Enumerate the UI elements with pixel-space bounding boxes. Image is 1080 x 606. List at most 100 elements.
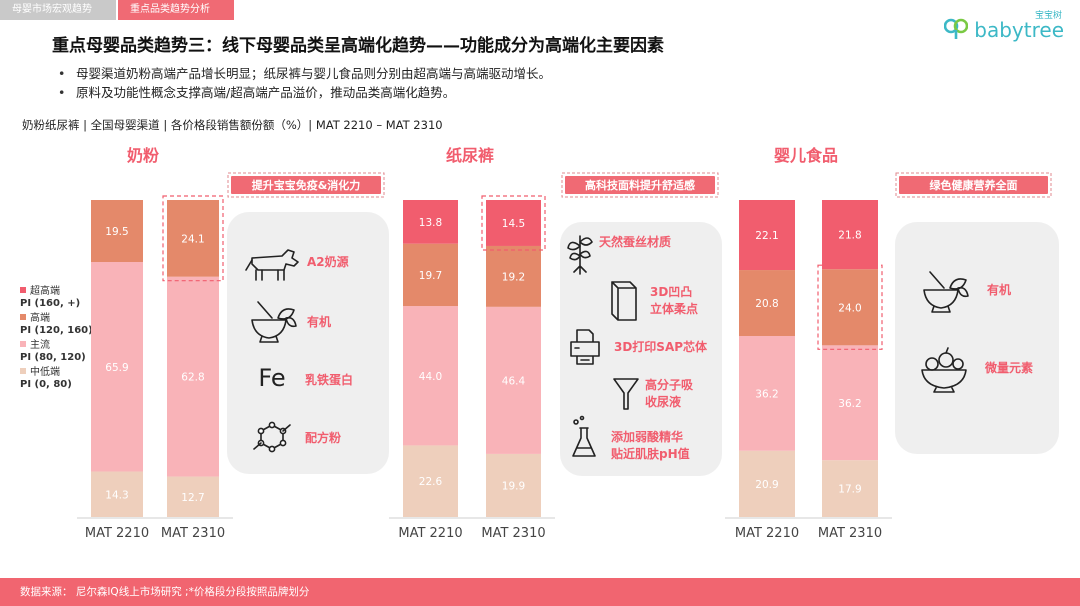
legend-pi: PI (160, +) <box>20 298 80 309</box>
highlight-box <box>162 195 224 282</box>
feature-label: 3D凹凸 <box>650 285 692 299</box>
feature-label: 有机 <box>307 314 331 329</box>
data-label: 46.4 <box>502 375 526 387</box>
category-label: MAT 2210 <box>398 526 462 541</box>
legend-swatch <box>20 287 26 293</box>
cube-icon <box>611 281 637 321</box>
bar-segment <box>822 269 878 346</box>
category-label: MAT 2210 <box>735 526 799 541</box>
category-label: MAT 2210 <box>85 526 149 541</box>
legend-label: 中低端 <box>30 365 60 378</box>
data-label: 65.9 <box>105 362 128 374</box>
data-label: 21.8 <box>838 230 861 242</box>
data-label: 13.8 <box>419 217 442 229</box>
feature-label: 添加弱酸精华 <box>611 429 683 444</box>
bar-segment <box>403 243 458 307</box>
feature-label: 天然蚕丝材质 <box>599 234 671 249</box>
flask-icon <box>572 415 596 457</box>
bar-segment <box>822 200 878 270</box>
data-label: 44.0 <box>419 371 442 383</box>
fruit-bowl-icon <box>921 347 967 393</box>
data-label: 19.2 <box>502 271 525 283</box>
bar-segment <box>91 200 143 263</box>
data-label: 24.1 <box>181 233 204 245</box>
bar-segment <box>486 306 541 454</box>
data-label: 22.6 <box>419 476 443 488</box>
data-label: 14.3 <box>105 489 128 501</box>
chart-title: 奶粉 <box>127 146 159 165</box>
data-label: 24.0 <box>838 302 861 314</box>
feature-label: 3D打印SAP芯体 <box>614 339 708 354</box>
chart-group: 纸尿裤 22.6 44.0 19.7 13.8 MAT 2210 19.9 46.4 19.2 1… <box>389 146 722 541</box>
bar-segment <box>91 471 143 517</box>
data-label: 62.8 <box>181 372 204 384</box>
data-label: 14.5 <box>502 218 525 230</box>
feature-panel <box>895 222 1059 454</box>
bullet-item: 母婴渠道奶粉高端产品增长明显；纸尿裤与婴儿食品则分别由超高端与高端驱动增长。 <box>58 64 551 83</box>
bullet-item: 原料及功能性概念支撑高端/超高端产品溢价，推动品类高端化趋势。 <box>58 83 551 102</box>
legend-swatch <box>20 341 26 347</box>
logo-en-text: babytree <box>974 18 1064 42</box>
data-label: 19.7 <box>419 270 442 282</box>
plant-icon <box>567 235 593 275</box>
legend-label: 超高端 <box>30 284 60 297</box>
tag-fill <box>565 176 715 194</box>
mortar-icon <box>251 301 297 343</box>
feature-label: 高分子吸 <box>645 377 694 392</box>
footer-source: 数据来源： 尼尔森IQ线上市场研究 ;*价格段分段按照品牌划分 <box>0 578 1080 606</box>
feature-label: A2奶源 <box>307 254 349 269</box>
bullet-list: 母婴渠道奶粉高端产品增长明显；纸尿裤与婴儿食品则分别由超高端与高端驱动增长。 原… <box>58 64 551 102</box>
tag-label: 高科技面料提升舒适感 <box>585 178 695 192</box>
data-label: 22.1 <box>755 230 778 242</box>
bar-segment <box>739 270 795 336</box>
data-label: 19.5 <box>105 226 128 238</box>
feature-label: 贴近肌肤pH值 <box>611 446 690 461</box>
chart-group: 婴儿食品 20.9 36.2 20.8 22.1 MAT 2210 17.9 36.2 24.0… <box>725 146 1059 541</box>
legend-swatch <box>20 314 26 320</box>
highlight-box <box>481 195 546 251</box>
feature-panel <box>560 222 722 476</box>
data-label: 20.9 <box>755 479 778 491</box>
feature-label: 有机 <box>987 282 1011 297</box>
bar-segment <box>486 453 541 517</box>
funnel-icon <box>613 378 639 410</box>
fe-symbol: Fe <box>258 364 285 392</box>
bar-segment <box>739 335 795 451</box>
legend-pi: PI (0, 80) <box>20 379 72 390</box>
feature-label: 配方粉 <box>305 430 341 445</box>
feature-label: 立体柔点 <box>650 301 698 316</box>
legend-label: 高端 <box>30 311 50 324</box>
bar-segment <box>167 200 219 277</box>
chart-title: 婴儿食品 <box>774 146 838 165</box>
babytree-logo: 宝宝树 babytree <box>944 8 1072 42</box>
chart-group: 奶粉 14.3 65.9 19.5 MAT 2210 12.7 62.8 24.1 MAT 23… <box>77 146 389 541</box>
top-tabs: 母婴市场宏观趋势 重点品类趋势分析 <box>0 0 234 20</box>
legend-pi: PI (80, 120) <box>20 352 86 363</box>
category-label: MAT 2310 <box>161 526 225 541</box>
data-label: 12.7 <box>181 492 204 504</box>
logo-cn-text: 宝宝树 <box>1034 11 1062 21</box>
bar-segment <box>822 345 878 461</box>
bar-segment <box>739 450 795 517</box>
printer-icon <box>570 329 600 365</box>
data-label: 20.8 <box>755 298 778 310</box>
bar-segment <box>739 200 795 271</box>
tag-fill <box>899 176 1048 194</box>
legend-label: 主流 <box>30 338 50 351</box>
data-label: 19.9 <box>502 480 525 492</box>
cow-icon <box>245 249 299 281</box>
bar-segment <box>167 476 219 517</box>
tab-market-trend[interactable]: 母婴市场宏观趋势 <box>0 0 116 20</box>
bar-segment <box>403 200 458 244</box>
tab-category-trend[interactable]: 重点品类趋势分析 <box>118 0 234 20</box>
legend-pi: PI (120, 160) <box>20 325 93 336</box>
page-title: 重点母婴品类趋势三：线下母婴品类呈高端化趋势——功能成分为高端化主要因素 <box>52 36 664 56</box>
data-label: 17.9 <box>838 484 861 496</box>
tag-label: 提升宝宝免疫&消化力 <box>252 178 361 192</box>
feature-panel <box>227 212 389 474</box>
bar-segment <box>486 245 541 307</box>
feature-label: 收尿液 <box>645 394 681 409</box>
mortar-icon <box>923 271 969 313</box>
data-label: 36.2 <box>755 388 778 400</box>
chart-subtitle: 奶粉纸尿裤 | 全国母婴渠道 | 各价格段销售额份额（%）| MAT 2210 … <box>22 118 443 132</box>
